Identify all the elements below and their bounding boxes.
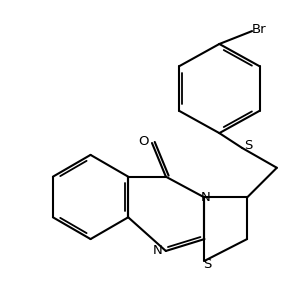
Text: N: N: [201, 191, 211, 204]
Text: O: O: [138, 135, 149, 148]
Text: Br: Br: [251, 23, 266, 36]
Text: S: S: [203, 258, 212, 271]
Text: S: S: [244, 139, 253, 152]
Text: N: N: [153, 245, 162, 257]
